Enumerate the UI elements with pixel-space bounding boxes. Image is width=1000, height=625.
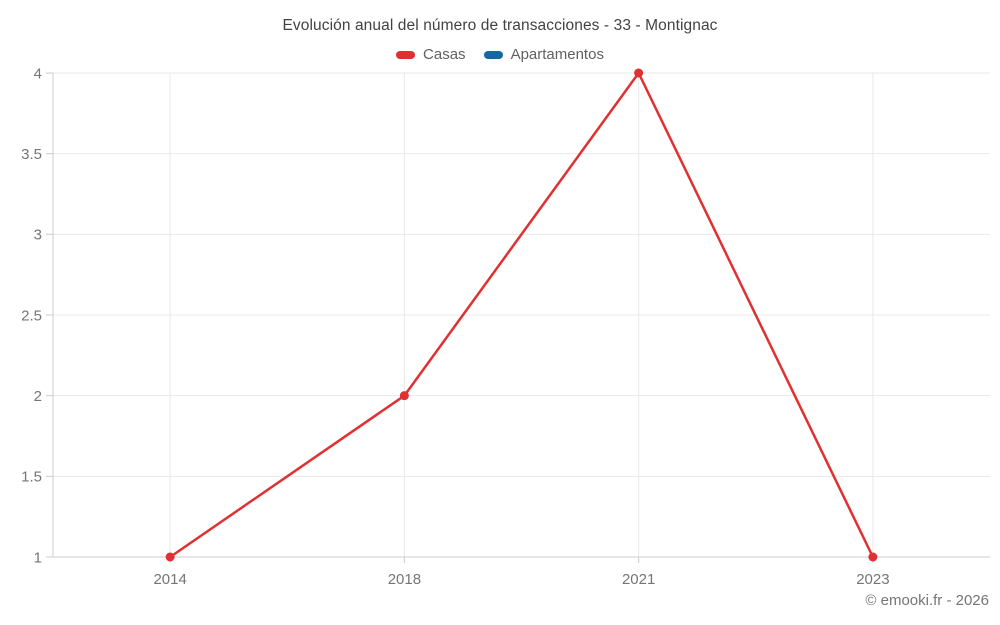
y-axis-label: 2.5 bbox=[21, 307, 42, 324]
y-axis-label: 1 bbox=[34, 549, 42, 566]
legend-swatch bbox=[396, 50, 416, 59]
x-axis-label: 2021 bbox=[622, 571, 655, 588]
data-point[interactable] bbox=[165, 552, 175, 562]
legend-swatch bbox=[483, 50, 503, 59]
data-point[interactable] bbox=[634, 68, 644, 78]
legend-label: Casas bbox=[423, 46, 466, 63]
x-axis-label: 2014 bbox=[153, 571, 186, 588]
y-axis-label: 1.5 bbox=[21, 469, 42, 486]
chart-title: Evolución anual del número de transaccio… bbox=[282, 17, 718, 34]
chart-legend: Casas Apartamentos bbox=[0, 46, 1000, 63]
y-axis-label: 3.5 bbox=[21, 146, 42, 163]
legend-label: Apartamentos bbox=[510, 46, 604, 63]
x-axis-label: 2018 bbox=[388, 571, 421, 588]
y-axis-label: 2 bbox=[34, 388, 42, 405]
x-axis-label: 2023 bbox=[856, 571, 889, 588]
legend-item-apartamentos: Apartamentos bbox=[483, 46, 604, 63]
series-line-casas bbox=[168, 71, 875, 559]
data-point[interactable] bbox=[868, 552, 878, 562]
data-point[interactable] bbox=[399, 391, 409, 401]
y-axis-label: 3 bbox=[34, 227, 42, 244]
legend-item-casas: Casas bbox=[396, 46, 466, 63]
watermark: © emooki.fr - 2026 bbox=[865, 592, 989, 609]
y-axis-label: 4 bbox=[34, 65, 42, 82]
